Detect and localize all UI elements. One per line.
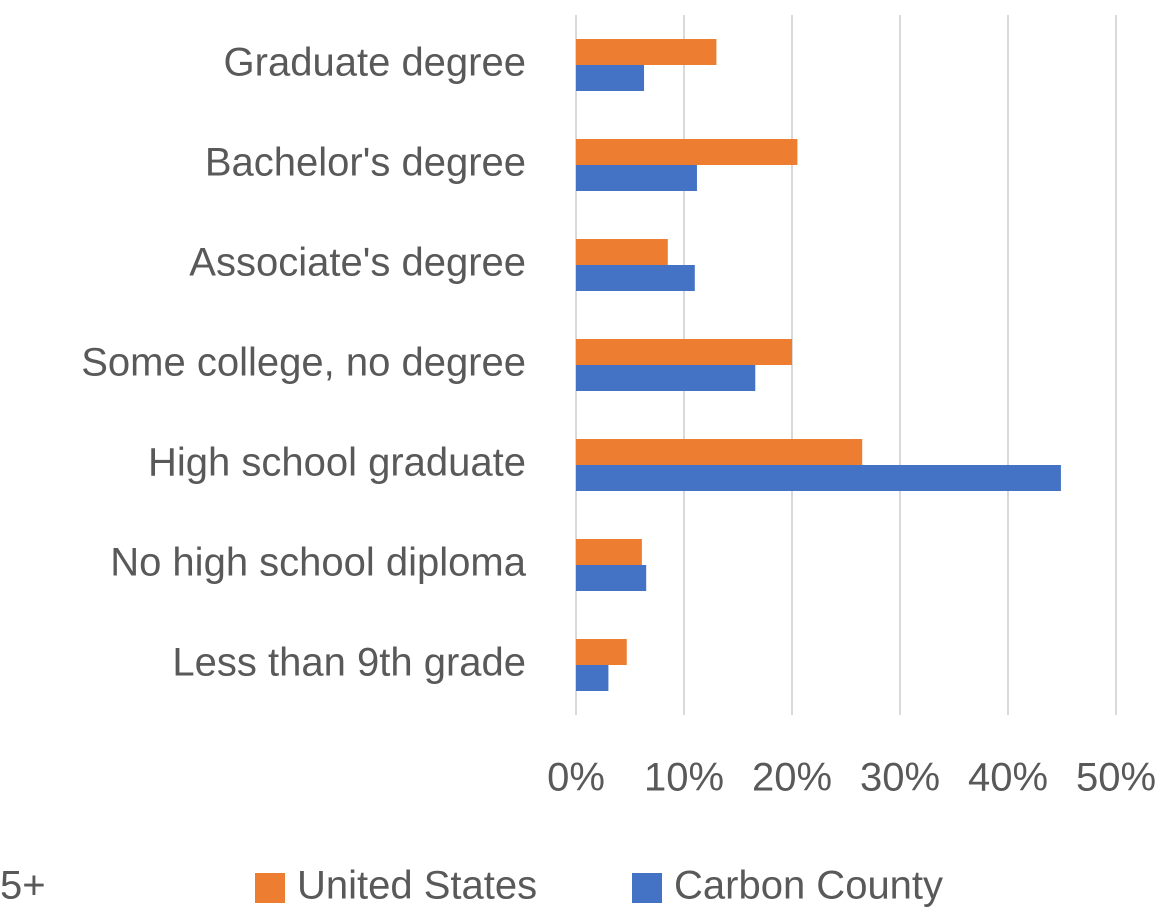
legend-swatch [255, 873, 285, 903]
bar [576, 265, 695, 291]
y-tick-label: Graduate degree [224, 41, 526, 85]
bar [576, 665, 609, 691]
bar [576, 165, 697, 191]
y-tick-label: Some college, no degree [81, 341, 526, 385]
bar [576, 39, 717, 65]
y-tick-label: High school graduate [148, 441, 526, 485]
legend-swatch [632, 873, 662, 903]
x-tick-label: 0% [547, 756, 605, 800]
bar [576, 565, 647, 591]
footnote: 5+ [0, 864, 46, 908]
legend-label: United States [297, 864, 537, 908]
y-tick-label: Bachelor's degree [205, 141, 526, 185]
bar [576, 465, 1061, 491]
x-tick-label: 50% [1076, 756, 1156, 800]
bar [576, 339, 792, 365]
bar [576, 365, 756, 391]
bar [576, 139, 798, 165]
legend-label: Carbon County [674, 864, 943, 908]
y-tick-label: Less than 9th grade [172, 641, 526, 685]
x-tick-label: 20% [752, 756, 832, 800]
y-tick-label: Associate's degree [189, 241, 526, 285]
y-tick-label: No high school diploma [110, 541, 527, 585]
bar [576, 65, 645, 91]
bar [576, 639, 627, 665]
bar [576, 239, 668, 265]
bar [576, 539, 642, 565]
x-tick-label: 10% [644, 756, 724, 800]
bar [576, 439, 863, 465]
x-tick-label: 30% [860, 756, 940, 800]
x-tick-label: 40% [968, 756, 1048, 800]
